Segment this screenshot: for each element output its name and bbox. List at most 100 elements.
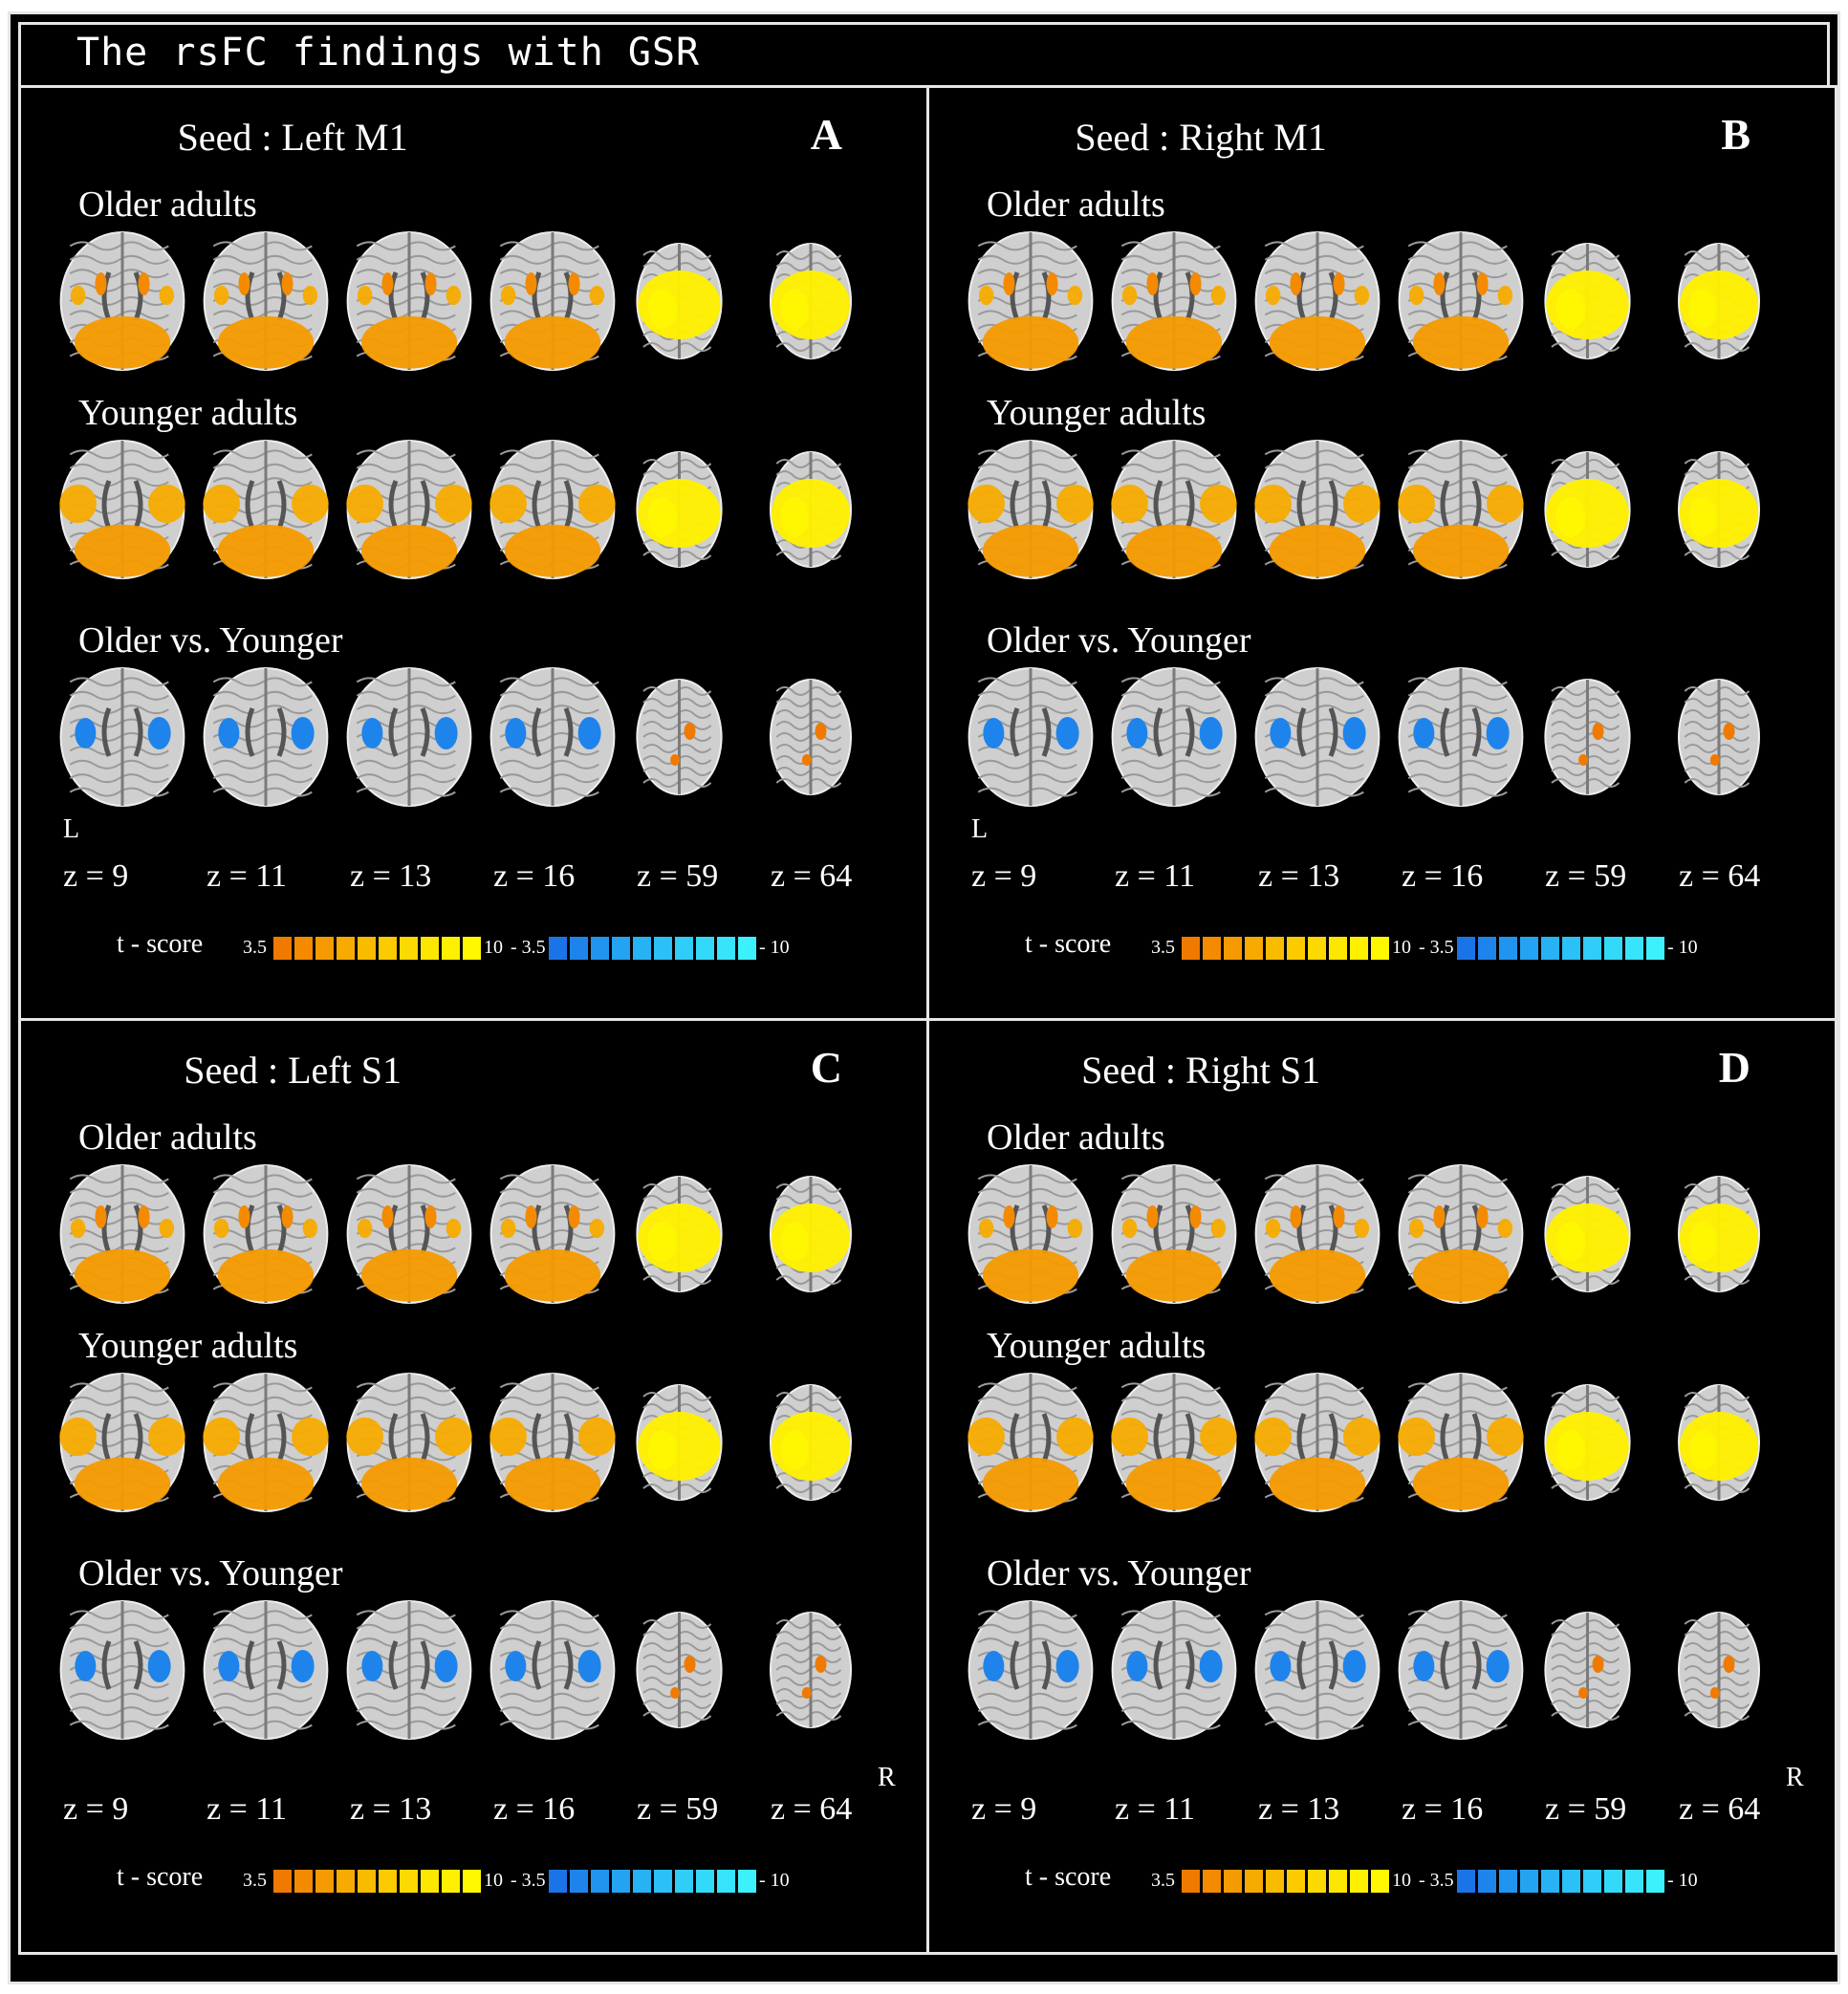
cool-scale-swatch: [570, 1870, 588, 1893]
cool-scale-swatch: [570, 937, 588, 960]
z-label: z = 13: [350, 858, 432, 894]
younger-brain-row: [964, 438, 1805, 591]
brain-slice-image: [342, 665, 476, 809]
legend-title: t - score: [1025, 1862, 1112, 1892]
younger-brain-row: [964, 1371, 1805, 1524]
cool-scale-swatch: [1541, 1870, 1559, 1893]
brain-slice-image: [1537, 229, 1638, 373]
panel-a: Seed : Left M1 A Older adults Younger adult…: [18, 85, 929, 1022]
z-coordinate-labels: z = 9 z = 11 z = 13 z = 16 z = 59 z = 64: [55, 858, 897, 900]
right-orientation-marker: R: [878, 1763, 896, 1792]
right-orientation-marker: R: [1786, 1763, 1804, 1792]
brain-slice-image: [486, 438, 620, 581]
brain-slice-image: [964, 665, 1098, 809]
brain-slice-image: [55, 438, 189, 581]
warm-scale-swatch: [379, 1870, 397, 1893]
warm-scale-swatch: [1350, 1870, 1368, 1893]
cool-color-scale: [1457, 937, 1664, 960]
brain-slice-image: [199, 438, 333, 581]
brain-slice-image: [1671, 1371, 1767, 1514]
warm-scale-swatch: [1329, 937, 1347, 960]
older-brain-row: [964, 229, 1805, 382]
younger-brain-row: [55, 1371, 897, 1524]
z-label: z = 9: [971, 1791, 1037, 1827]
cool-color-scale: [549, 937, 756, 960]
brain-slice-image: [1671, 665, 1767, 809]
brain-slice-image: [1671, 1598, 1767, 1742]
brain-slice-image: [1107, 1162, 1241, 1306]
cool-scale-swatch: [1625, 1870, 1643, 1893]
warm-scale-swatch: [1287, 1870, 1305, 1893]
panel-b: Seed : Right M1 B Older adults Younger adul…: [926, 85, 1837, 1022]
contrast-brain-row: [55, 1598, 897, 1751]
figure-title: The rsFC findings with GSR: [76, 31, 701, 75]
warm-scale-swatch: [315, 1870, 334, 1893]
panel-letter: B: [1721, 110, 1750, 159]
z-label: z = 59: [637, 1791, 719, 1827]
cool-color-scale: [1457, 1870, 1664, 1893]
legend-title: t - score: [1025, 929, 1112, 959]
cool-min-label: - 3.5: [511, 937, 546, 958]
brain-slice-image: [763, 438, 859, 581]
brain-slice-image: [1537, 1598, 1638, 1742]
cool-scale-swatch: [1478, 937, 1496, 960]
z-label: z = 9: [63, 1791, 129, 1827]
brain-slice-image: [1107, 665, 1241, 809]
warm-color-scale: [1182, 1870, 1389, 1893]
brain-slice-image: [1250, 665, 1384, 809]
legend-title: t - score: [117, 929, 204, 959]
brain-slice-image: [1107, 438, 1241, 581]
warm-scale-swatch: [1182, 1870, 1200, 1893]
brain-slice-image: [629, 1162, 729, 1306]
z-label: z = 16: [493, 1791, 576, 1827]
warm-scale-swatch: [273, 1870, 292, 1893]
brain-slice-image: [763, 1371, 859, 1514]
brain-slice-image: [964, 1598, 1098, 1742]
brain-slice-image: [55, 1162, 189, 1306]
z-coordinate-labels: z = 9 z = 11 z = 13 z = 16 z = 59 z = 64: [964, 858, 1805, 900]
warm-scale-swatch: [1350, 937, 1368, 960]
warm-scale-swatch: [337, 1870, 355, 1893]
z-coordinate-labels: z = 9 z = 11 z = 13 z = 16 z = 59 z = 64: [964, 1791, 1805, 1833]
brain-slice-image: [629, 665, 729, 809]
brain-slice-image: [1671, 1162, 1767, 1306]
older-vs-younger-label: Older vs. Younger: [987, 620, 1251, 661]
brain-slice-image: [1394, 1598, 1528, 1742]
brain-slice-image: [763, 665, 859, 809]
warm-scale-swatch: [379, 937, 397, 960]
older-adults-label: Older adults: [78, 184, 257, 225]
warm-min-label: 3.5: [1151, 1870, 1175, 1891]
seed-title: Seed : Right M1: [1075, 116, 1327, 159]
warm-color-scale: [273, 1870, 481, 1893]
cool-scale-swatch: [1604, 1870, 1622, 1893]
brain-slice-image: [964, 1162, 1098, 1306]
cool-scale-swatch: [1499, 1870, 1517, 1893]
panel-d: Seed : Right S1 D Older adults Younger adul…: [926, 1018, 1837, 1955]
z-label: z = 13: [1258, 858, 1340, 894]
seed-title: Seed : Right S1: [1081, 1049, 1321, 1092]
brain-slice-image: [1394, 229, 1528, 373]
brain-slice-image: [1671, 229, 1767, 373]
warm-scale-swatch: [442, 937, 460, 960]
warm-max-label: 10: [484, 1870, 503, 1891]
older-vs-younger-label: Older vs. Younger: [987, 1553, 1251, 1593]
cool-max-label: - 10: [1667, 1870, 1698, 1891]
z-label: z = 11: [207, 1791, 288, 1827]
brain-slice-image: [55, 1598, 189, 1742]
title-bar: The rsFC findings with GSR: [18, 22, 1830, 89]
z-label: z = 16: [1402, 858, 1484, 894]
cool-scale-swatch: [1583, 1870, 1601, 1893]
cool-color-scale: [549, 1870, 756, 1893]
warm-max-label: 10: [484, 937, 503, 958]
t-score-legend: t - score 3.5 10 - 3.5 - 10: [117, 929, 843, 965]
brain-slice-image: [1394, 1162, 1528, 1306]
brain-slice-image: [964, 1371, 1098, 1514]
brain-slice-image: [199, 1371, 333, 1514]
brain-slice-image: [1107, 1371, 1241, 1514]
cool-scale-swatch: [612, 937, 630, 960]
warm-scale-swatch: [442, 1870, 460, 1893]
cool-scale-swatch: [549, 1870, 567, 1893]
cool-max-label: - 10: [759, 937, 790, 958]
cool-scale-swatch: [591, 937, 609, 960]
cool-scale-swatch: [696, 1870, 714, 1893]
